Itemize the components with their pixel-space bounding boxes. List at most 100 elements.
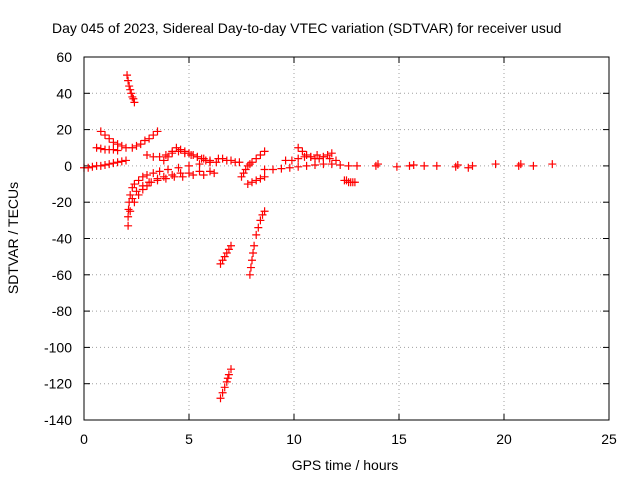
y-tick-label: 20 [56,122,72,138]
data-point [164,152,172,161]
data-point [220,252,229,261]
y-tick-label: -100 [44,339,72,355]
data-point [227,156,235,165]
data-point [138,181,147,190]
data-point [96,161,105,170]
data-point [153,127,162,136]
data-point [124,76,133,85]
data-point [325,154,334,163]
data-point [313,151,322,160]
data-point [514,161,523,170]
data-point [101,131,109,140]
data-point [128,194,137,203]
y-tick-label: -140 [44,412,72,428]
y-tick-label: -60 [52,267,72,283]
series-tail-12.6h [340,176,359,187]
data-point [256,174,265,183]
data-point [302,161,311,170]
series-dip-7h [216,365,235,403]
data-point [185,169,193,178]
data-point [374,160,382,169]
data-point [174,163,183,172]
data-point [216,394,225,403]
data-point [168,170,177,179]
data-point [210,169,219,178]
data-point [336,160,345,169]
data-point [199,170,208,179]
series-arc-7.5h [237,147,269,181]
data-point [123,71,132,80]
data-point [216,259,225,268]
data-point [129,94,138,103]
data-point [201,156,210,165]
data-point [197,154,206,163]
data-point [256,151,265,160]
y-tick-label: 60 [56,49,72,65]
data-point [172,143,181,152]
data-point [134,176,143,185]
data-point [145,134,154,143]
data-point [248,178,256,187]
data-point [224,370,233,379]
data-point [409,160,418,169]
y-tick-label: -80 [52,303,72,319]
data-point [327,149,336,158]
series-spike-2h [123,71,139,107]
data-point [287,156,296,165]
data-point [237,172,246,181]
data-point [218,154,227,163]
data-point [218,388,227,397]
data-point [220,383,229,392]
x-tick-label: 15 [391,431,407,447]
data-point [124,212,133,221]
series-arc-2 [92,143,122,155]
y-axis-label: SDTVAR / TECUs [5,182,21,294]
data-point [350,178,359,187]
data-point [254,223,263,232]
data-point [256,216,265,225]
data-point [245,160,254,169]
series-arc-1 [96,127,130,152]
y-tick-label: -20 [52,194,72,210]
x-tick-label: 25 [601,431,617,447]
data-point [153,176,162,185]
data-point [218,256,227,265]
data-point [451,162,460,171]
data-point [155,167,164,176]
series-neg-8h [243,172,269,189]
series-hump-4-5h [159,143,214,167]
data-point [243,161,252,170]
x-tick-label: 0 [80,431,88,447]
data-point [96,144,105,153]
data-point [189,151,198,160]
data-point [239,169,248,178]
data-point [529,161,538,170]
data-point [193,152,202,161]
plot-frame [83,56,610,421]
data-point [88,162,97,171]
data-point [124,221,133,230]
data-point [130,198,139,207]
data-point [128,183,137,192]
data-point [277,164,286,173]
data-point [491,160,500,169]
data-point [371,161,380,170]
data-point [468,161,477,170]
data-point [235,158,244,167]
data-point [246,263,255,272]
data-point [134,190,143,199]
x-tick-label: 10 [286,431,302,447]
x-tick-label: 5 [185,431,193,447]
data-point [516,160,525,169]
data-point [126,85,135,94]
data-point [252,230,261,239]
data-point [252,154,261,163]
series-drop-2h [124,158,214,230]
data-point [161,174,170,183]
data-point [127,89,136,98]
x-axis-label: GPS time / hours [292,457,399,473]
data-point [195,160,204,169]
data-point [113,146,122,155]
data-point [319,160,328,169]
series-drop-8h [245,207,269,279]
